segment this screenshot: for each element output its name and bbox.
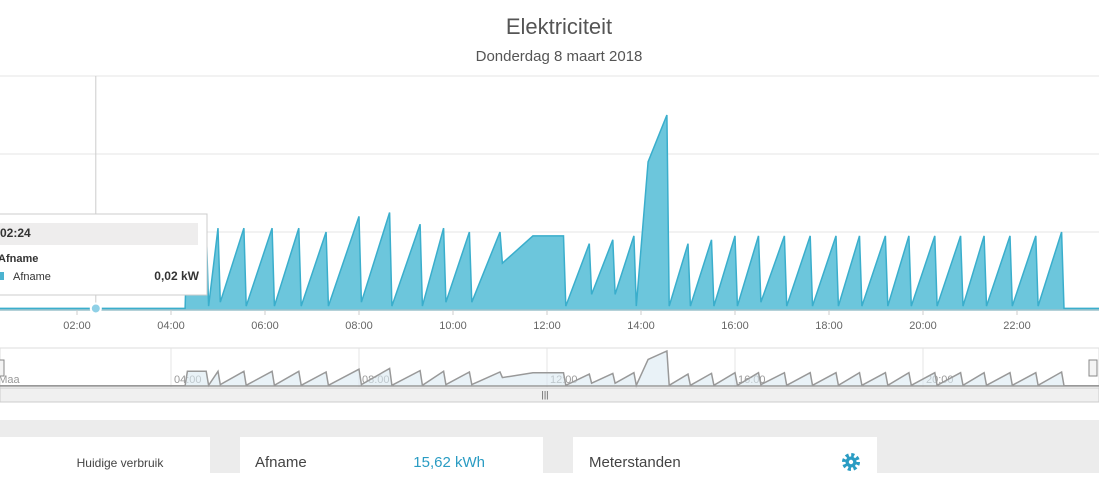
x-tick-label: 06:00	[251, 320, 279, 332]
card	[240, 437, 543, 477]
x-tick-label: 10:00	[439, 320, 467, 332]
card	[0, 437, 210, 477]
settings-icon[interactable]	[842, 453, 860, 471]
hover-point	[89, 302, 102, 315]
scrollbar[interactable]	[0, 387, 1099, 403]
nav-handle[interactable]	[0, 359, 5, 377]
x-tick-label: 16:00	[721, 320, 749, 332]
x-tick-label: 02:00	[63, 320, 91, 332]
nav-area	[0, 349, 1099, 388]
tooltip-value: 0,02 kW	[154, 269, 199, 283]
tooltip-group: Afname	[0, 253, 38, 265]
card-value: 15,62 kWh	[413, 454, 485, 471]
x-tick-label: 14:00	[627, 320, 655, 332]
x-tick-label: 08:00	[345, 320, 373, 332]
scrollbar-grip: |||	[541, 389, 548, 399]
x-tick-label: 12:00	[533, 320, 561, 332]
subtitle: Donderdag 8 maart 2018	[476, 48, 643, 65]
legend-swatch	[0, 272, 4, 280]
tooltip-time: 02:24	[0, 226, 31, 240]
x-tick-label: 20:00	[909, 320, 937, 332]
x-tick-label: 18:00	[815, 320, 843, 332]
title: Elektriciteit	[506, 14, 612, 39]
area	[0, 114, 1099, 311]
x-tick-label: 04:00	[157, 320, 185, 332]
x-tick-label: 8. Maa	[0, 320, 1, 332]
nav-tick-label: 8. Maa	[0, 374, 21, 386]
x-tick-label: 22:00	[1003, 320, 1031, 332]
card-label: Huidige verbruik	[77, 456, 165, 470]
tooltip: 02:24 Afname Afname 0,02 kW	[0, 213, 208, 315]
plot: 8. Maa 02:00 04:00 06:00 08:00 10:00 12:00 14:0…	[0, 75, 1099, 332]
nav-handle[interactable]	[1088, 359, 1098, 377]
legend-entry: Afname	[13, 271, 51, 283]
card	[573, 437, 877, 477]
card-label: Meterstanden	[589, 454, 681, 471]
card-label: Afname	[255, 454, 307, 471]
tooltip-header	[0, 223, 198, 245]
